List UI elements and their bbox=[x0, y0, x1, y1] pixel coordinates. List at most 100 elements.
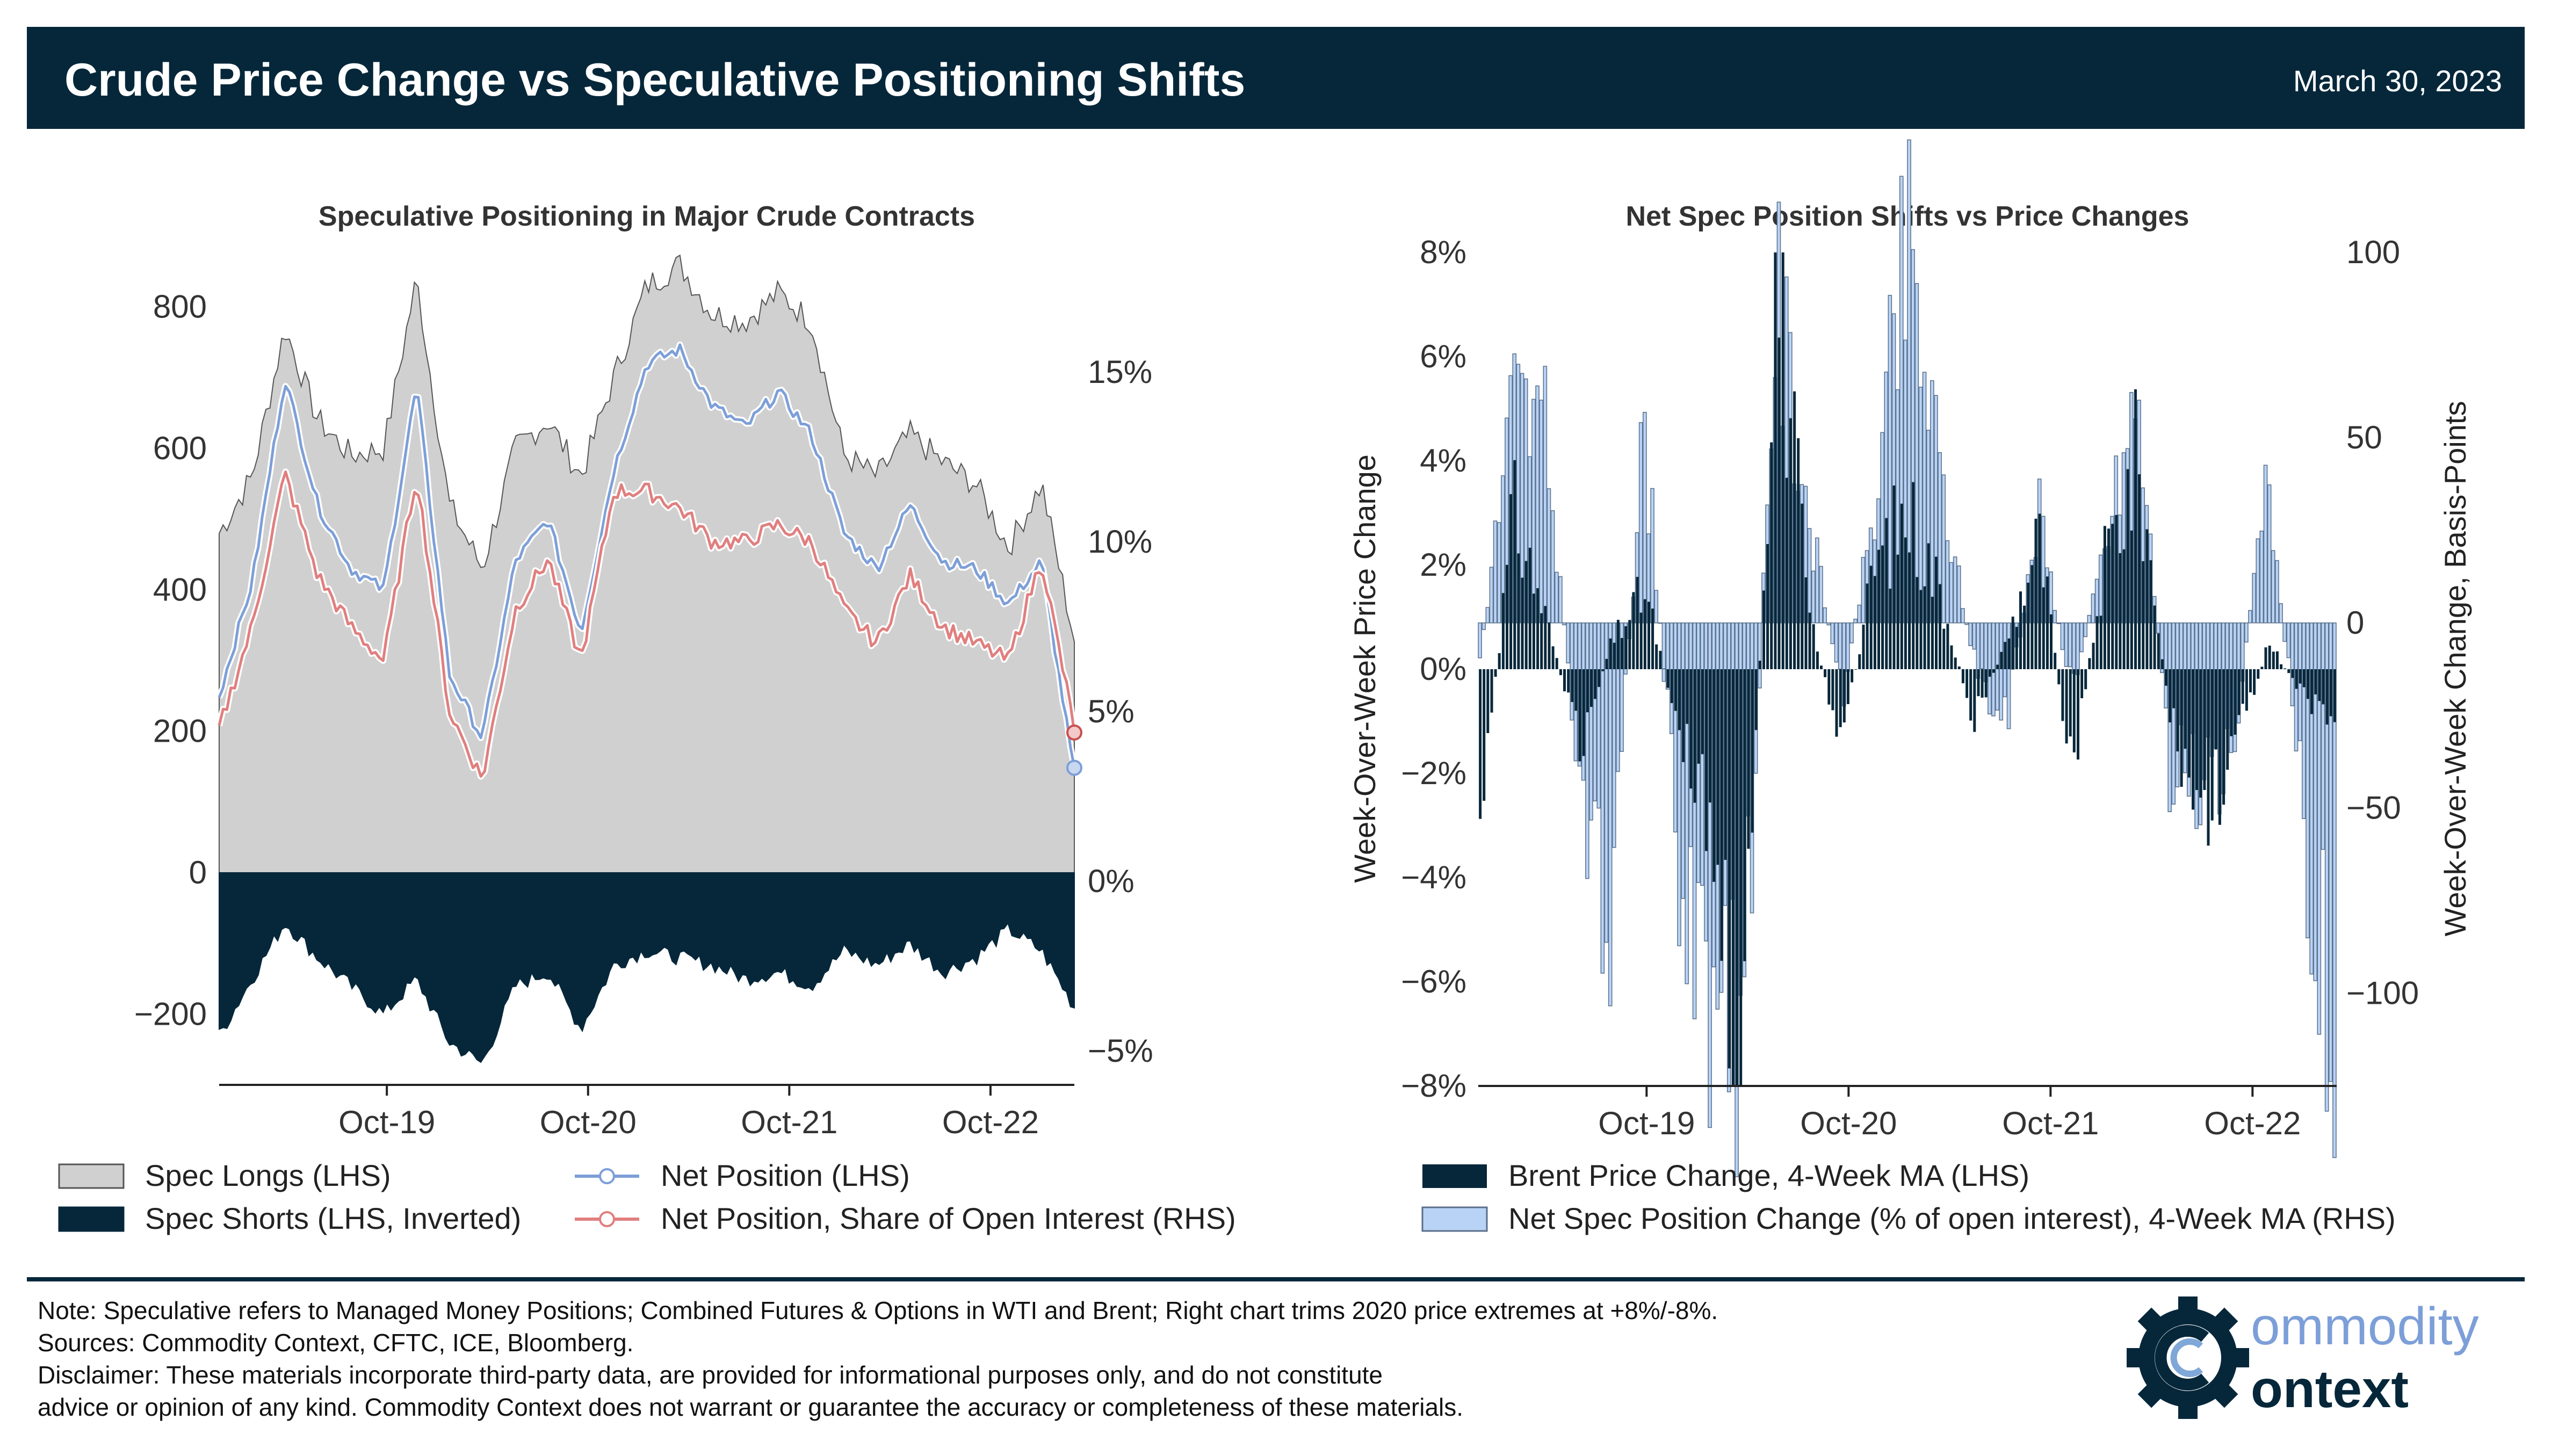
price-change-bar bbox=[1548, 622, 1551, 669]
spec-change-bar bbox=[1531, 399, 1536, 624]
price-change-bar bbox=[1954, 657, 1957, 669]
spec-change-bar bbox=[2275, 560, 2279, 624]
price-change-bar bbox=[1571, 669, 1574, 702]
spec-change-bar bbox=[2064, 622, 2069, 667]
price-change-bar bbox=[1674, 669, 1677, 711]
spec-change-bar bbox=[1673, 622, 1678, 832]
price-change-bar bbox=[1643, 599, 1646, 669]
disclaimer-line-1: Disclaimer: These materials incorporate … bbox=[38, 1361, 1383, 1389]
price-change-bar bbox=[2115, 515, 2118, 669]
spec-change-bar bbox=[2313, 622, 2318, 981]
price-change-bar bbox=[2019, 591, 2022, 669]
price-change-bar bbox=[1582, 669, 1585, 756]
price-change-bar bbox=[1751, 669, 1754, 833]
spec-change-bar bbox=[2160, 622, 2164, 673]
left-y2-tick-label: 0% bbox=[1088, 863, 1134, 899]
price-change-bar bbox=[2257, 669, 2260, 679]
price-change-bar bbox=[2310, 669, 2314, 714]
price-change-bar bbox=[1858, 654, 1861, 669]
price-change-bar bbox=[2283, 668, 2287, 669]
spec-change-bar bbox=[1815, 537, 1819, 624]
spec-change-bar bbox=[1826, 622, 1831, 626]
legend-price-change-swatch bbox=[1422, 1164, 1487, 1188]
spec-change-bar bbox=[1811, 570, 1816, 624]
spec-change-bar bbox=[1482, 622, 1486, 631]
price-change-bar bbox=[1574, 669, 1578, 711]
price-change-bar bbox=[2295, 669, 2298, 689]
price-change-bar bbox=[2077, 669, 2079, 760]
right-chart: Net Spec Position Shifts vs Price Change… bbox=[1348, 139, 2472, 1235]
right-y-tick-label: −6% bbox=[1401, 964, 1466, 999]
price-change-bar bbox=[2214, 669, 2217, 750]
price-change-bar bbox=[1946, 624, 1949, 669]
spec-change-bar bbox=[2309, 622, 2314, 975]
price-change-bar bbox=[1743, 669, 1746, 961]
price-change-bar bbox=[2157, 633, 2160, 669]
spec-change-bar bbox=[1853, 618, 1858, 624]
right-y-tick-label: −4% bbox=[1401, 859, 1466, 895]
price-change-bar bbox=[2325, 669, 2329, 725]
spec-change-bar bbox=[2006, 622, 2011, 729]
price-change-bar bbox=[2245, 669, 2248, 711]
price-change-bar bbox=[1689, 669, 1693, 789]
price-change-bar bbox=[2207, 669, 2210, 846]
price-change-bar bbox=[2199, 669, 2202, 798]
price-change-bar bbox=[1563, 669, 1566, 692]
spec-change-bar bbox=[2076, 622, 2080, 675]
left-y2-tick-label: 15% bbox=[1088, 354, 1152, 390]
price-change-bar bbox=[2329, 669, 2332, 716]
right-x-tick-label: Oct-19 bbox=[1598, 1105, 1695, 1141]
price-change-bar bbox=[1842, 669, 1846, 723]
price-change-bar bbox=[1969, 669, 1972, 721]
price-change-bar bbox=[1923, 586, 1926, 669]
price-change-bar bbox=[1942, 628, 1946, 669]
legend-spec-shorts-swatch bbox=[58, 1206, 125, 1232]
price-change-bar bbox=[1621, 638, 1623, 669]
price-change-bar bbox=[2275, 651, 2279, 669]
price-change-bar bbox=[1770, 442, 1773, 669]
price-change-bar bbox=[2299, 669, 2302, 684]
price-change-bar bbox=[2153, 605, 2156, 669]
right-y2-axis-label: Week-Over-Week Change, Basis-Points bbox=[2438, 401, 2472, 937]
price-change-bar bbox=[1705, 669, 1708, 851]
spec-change-bar bbox=[1558, 576, 1563, 624]
price-change-bar bbox=[1513, 460, 1516, 669]
legend-spec-change-swatch bbox=[1421, 1206, 1488, 1232]
price-change-bar bbox=[1758, 661, 1761, 669]
price-change-bar bbox=[1873, 576, 1876, 669]
price-change-bar bbox=[2318, 669, 2321, 701]
spec-change-bar bbox=[1922, 372, 1927, 624]
price-change-bar bbox=[1835, 669, 1838, 737]
spec-change-bar bbox=[1988, 622, 1992, 715]
price-change-bar bbox=[2291, 669, 2294, 678]
price-change-bar bbox=[1908, 552, 1911, 669]
spec-change-bar bbox=[2248, 610, 2252, 624]
spec-change-bar bbox=[1685, 622, 1689, 984]
price-change-bar bbox=[1479, 669, 1482, 819]
series-spec-longs-area bbox=[219, 254, 1075, 873]
legend-spec-change-label: Net Spec Position Change (% of open inte… bbox=[1508, 1201, 2396, 1235]
price-change-bar bbox=[2084, 669, 2087, 690]
price-change-bar bbox=[2034, 518, 2037, 669]
spec-change-bar bbox=[1968, 622, 1972, 646]
price-change-bar bbox=[2057, 669, 2061, 685]
spec-change-bar bbox=[1857, 604, 1862, 624]
right-y-tick-label: 8% bbox=[1420, 234, 1466, 270]
price-change-bar bbox=[1827, 669, 1831, 705]
spec-change-bar bbox=[2267, 484, 2272, 624]
price-change-bar bbox=[2264, 647, 2267, 669]
report-date: March 30, 2023 bbox=[2293, 64, 2502, 98]
price-change-bar bbox=[1950, 645, 1953, 669]
spec-change-bar bbox=[1972, 622, 1977, 650]
price-change-bar bbox=[2145, 529, 2149, 669]
spec-change-bar bbox=[2244, 622, 2249, 643]
price-change-bar bbox=[1639, 612, 1643, 669]
price-change-bar bbox=[1766, 544, 1769, 669]
price-change-bar bbox=[2099, 615, 2102, 669]
price-change-bar bbox=[1904, 537, 1907, 669]
spec-change-bar bbox=[1596, 622, 1601, 809]
left-chart-title: Speculative Positioning in Major Crude C… bbox=[319, 201, 975, 232]
price-change-bar bbox=[1777, 337, 1781, 669]
price-change-bar bbox=[2069, 669, 2072, 737]
price-change-bar bbox=[1916, 577, 1919, 669]
